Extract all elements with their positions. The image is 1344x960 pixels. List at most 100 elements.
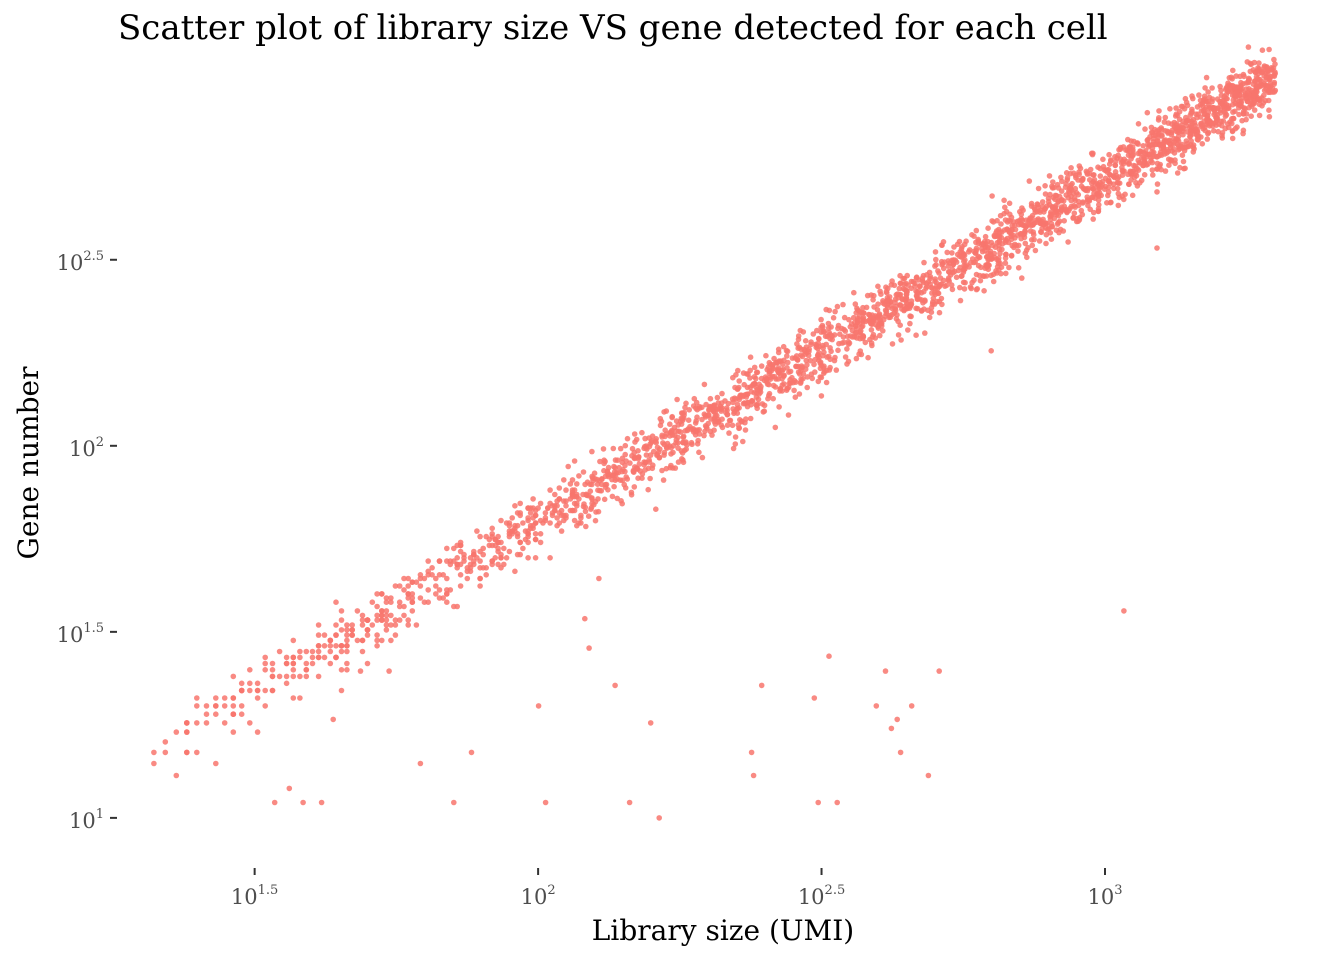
data-point xyxy=(1054,181,1061,188)
data-point xyxy=(962,257,968,263)
data-point xyxy=(953,259,960,265)
data-point xyxy=(713,418,719,425)
data-point xyxy=(1190,149,1197,155)
data-point xyxy=(889,305,896,312)
data-point xyxy=(1197,97,1204,104)
data-point xyxy=(480,545,487,552)
data-point xyxy=(901,307,907,314)
data-point xyxy=(1115,202,1122,209)
data-point xyxy=(991,232,998,239)
data-point xyxy=(740,400,747,407)
data-point xyxy=(429,565,435,571)
data-point xyxy=(936,309,943,316)
data-point xyxy=(1001,197,1007,204)
data-point xyxy=(587,488,594,495)
data-point xyxy=(892,299,898,306)
data-point xyxy=(1129,192,1136,199)
data-point xyxy=(886,314,892,321)
data-point xyxy=(1154,181,1161,187)
data-point xyxy=(815,352,821,358)
data-point xyxy=(173,729,180,735)
data-point xyxy=(1004,235,1011,242)
data-point xyxy=(925,307,931,314)
data-point xyxy=(661,452,667,458)
data-point xyxy=(835,347,841,354)
data-point xyxy=(811,361,817,368)
data-point xyxy=(1244,90,1251,96)
data-point xyxy=(725,400,732,407)
data-point xyxy=(736,405,742,411)
data-point xyxy=(907,301,914,308)
data-point xyxy=(980,273,986,279)
data-point xyxy=(1221,97,1227,104)
data-point xyxy=(693,399,700,406)
data-point xyxy=(421,599,428,605)
data-point xyxy=(1232,108,1238,115)
data-point xyxy=(925,772,932,779)
data-point xyxy=(271,799,278,806)
data-point xyxy=(254,680,261,687)
data-point xyxy=(1053,227,1060,233)
data-point xyxy=(841,314,848,321)
data-point xyxy=(549,512,556,519)
data-point xyxy=(588,504,595,511)
data-point xyxy=(230,695,237,701)
data-point xyxy=(699,454,706,461)
x-tick-label: 102.5 xyxy=(798,883,845,909)
data-point xyxy=(936,298,943,305)
data-point xyxy=(798,367,804,374)
data-point xyxy=(344,643,350,649)
data-point xyxy=(954,241,961,248)
data-point xyxy=(561,498,567,504)
data-point xyxy=(1094,190,1101,197)
data-point xyxy=(1238,95,1245,102)
data-point xyxy=(283,660,290,667)
data-point xyxy=(315,654,322,661)
data-point xyxy=(822,333,829,340)
data-point xyxy=(668,451,674,457)
data-point xyxy=(520,520,526,526)
data-point xyxy=(379,591,385,597)
data-point xyxy=(834,303,841,310)
data-point xyxy=(734,386,741,392)
data-point xyxy=(537,531,544,537)
data-point xyxy=(1076,169,1082,175)
data-point xyxy=(1073,174,1079,181)
data-point xyxy=(926,314,933,321)
data-point xyxy=(547,555,553,561)
data-point xyxy=(338,608,345,614)
data-point xyxy=(1154,189,1160,195)
data-point xyxy=(401,612,407,619)
data-point xyxy=(877,332,883,339)
data-point xyxy=(961,252,968,259)
data-point xyxy=(707,428,714,435)
data-point xyxy=(436,558,443,564)
data-point xyxy=(383,599,390,605)
data-point xyxy=(1189,93,1195,99)
data-point xyxy=(1230,67,1236,74)
data-point xyxy=(1166,138,1172,144)
data-point xyxy=(921,259,927,266)
data-point xyxy=(900,275,906,282)
data-point xyxy=(1190,144,1196,150)
data-point xyxy=(330,716,337,723)
data-point xyxy=(1219,122,1225,129)
data-point xyxy=(1104,167,1111,173)
data-point xyxy=(993,268,999,274)
data-point xyxy=(1162,114,1169,121)
data-point xyxy=(667,464,673,471)
data-point xyxy=(471,551,477,558)
data-point xyxy=(474,528,480,534)
data-point xyxy=(269,673,276,680)
data-point xyxy=(1218,92,1225,99)
data-point xyxy=(775,359,781,366)
data-point xyxy=(762,374,769,380)
data-point xyxy=(628,489,635,496)
data-point xyxy=(1195,133,1202,140)
data-point xyxy=(882,668,889,674)
data-point xyxy=(396,617,403,623)
data-point xyxy=(667,421,673,428)
data-point xyxy=(290,695,297,701)
data-point xyxy=(374,617,380,623)
data-point xyxy=(1256,101,1263,108)
